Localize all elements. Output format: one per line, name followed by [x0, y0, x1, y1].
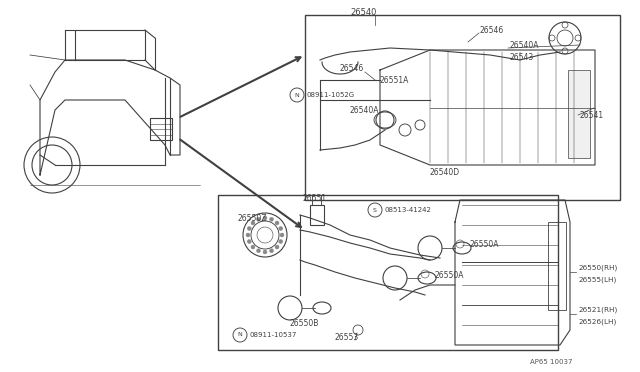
Circle shape [275, 221, 279, 225]
Bar [568, 70, 590, 158]
Text: 26540D: 26540D [430, 167, 460, 176]
Circle shape [263, 216, 267, 220]
Text: 26553: 26553 [335, 334, 359, 343]
Text: 26540A: 26540A [510, 41, 540, 49]
Text: AP65 10037: AP65 10037 [530, 359, 573, 365]
Circle shape [251, 221, 255, 225]
Text: 26555(LH): 26555(LH) [578, 277, 616, 283]
Text: 26550A: 26550A [470, 240, 499, 248]
Bar [310, 205, 324, 225]
Text: 26526(LH): 26526(LH) [578, 319, 616, 325]
Text: 26543: 26543 [510, 52, 534, 61]
Text: 08911-10537: 08911-10537 [250, 332, 298, 338]
Circle shape [275, 245, 279, 249]
Text: 08911-1052G: 08911-1052G [307, 92, 355, 98]
Circle shape [278, 240, 283, 244]
Text: 26541: 26541 [580, 110, 604, 119]
Bar [218, 195, 558, 350]
Circle shape [278, 227, 283, 231]
Circle shape [269, 217, 273, 221]
Text: 26540: 26540 [350, 7, 376, 16]
Text: 26550(RH): 26550(RH) [578, 265, 617, 271]
Text: 26521(RH): 26521(RH) [578, 307, 617, 313]
Text: 26550A: 26550A [435, 270, 465, 279]
Text: N: N [294, 93, 300, 97]
Bar [305, 15, 620, 200]
Text: 26540A: 26540A [350, 106, 380, 115]
Circle shape [263, 250, 267, 254]
Circle shape [269, 249, 273, 253]
Circle shape [247, 227, 252, 231]
Text: 26550B: 26550B [290, 318, 319, 327]
Circle shape [246, 233, 250, 237]
Text: S: S [373, 208, 377, 212]
Text: 26551A: 26551A [380, 76, 410, 84]
Circle shape [257, 217, 260, 221]
Circle shape [280, 233, 284, 237]
Text: 26546: 26546 [480, 26, 504, 35]
Bar [150, 118, 172, 140]
Text: 26550Z: 26550Z [238, 214, 268, 222]
Text: 08513-41242: 08513-41242 [385, 207, 432, 213]
Circle shape [251, 245, 255, 249]
Text: 26551: 26551 [303, 193, 327, 202]
Circle shape [257, 249, 260, 253]
Bar [548, 222, 566, 310]
Text: 26546: 26546 [340, 64, 364, 73]
Text: N: N [237, 333, 243, 337]
Circle shape [247, 240, 252, 244]
